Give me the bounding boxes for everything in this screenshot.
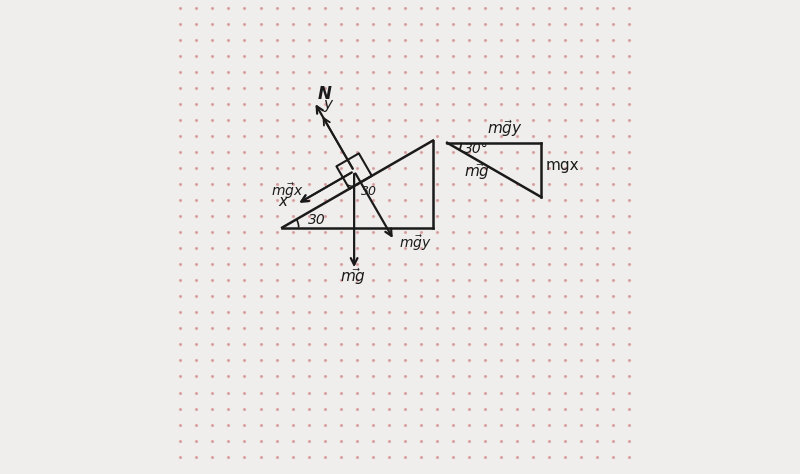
- Text: y: y: [323, 97, 333, 112]
- Text: 30°: 30°: [464, 142, 488, 156]
- Text: 30: 30: [308, 213, 326, 227]
- Text: $\vec{mg}$: $\vec{mg}$: [464, 161, 490, 182]
- Text: $\vec{mg}$: $\vec{mg}$: [340, 266, 366, 287]
- Text: N: N: [318, 85, 332, 103]
- Text: $\vec{mgy}$: $\vec{mgy}$: [487, 118, 523, 139]
- Text: $\vec{mgy}$: $\vec{mgy}$: [399, 233, 431, 253]
- Text: 30: 30: [361, 185, 377, 198]
- Text: $\vec{mgx}$: $\vec{mgx}$: [271, 181, 304, 201]
- Text: mgx: mgx: [546, 158, 580, 173]
- Text: x: x: [278, 194, 287, 210]
